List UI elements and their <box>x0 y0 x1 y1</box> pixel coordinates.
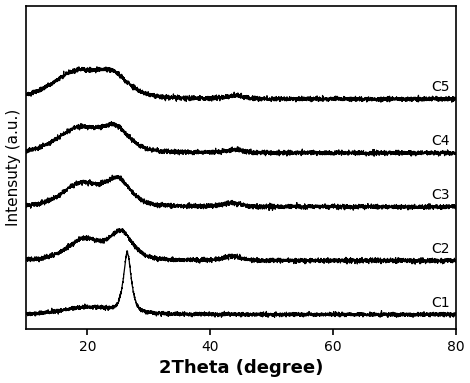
Y-axis label: Intensuty (a.u.): Intensuty (a.u.) <box>6 109 21 226</box>
Text: C1: C1 <box>431 296 449 310</box>
X-axis label: 2Theta (degree): 2Theta (degree) <box>159 359 323 377</box>
Text: C5: C5 <box>431 80 449 94</box>
Text: C4: C4 <box>431 134 449 148</box>
Text: C2: C2 <box>431 242 449 256</box>
Text: C3: C3 <box>431 188 449 202</box>
